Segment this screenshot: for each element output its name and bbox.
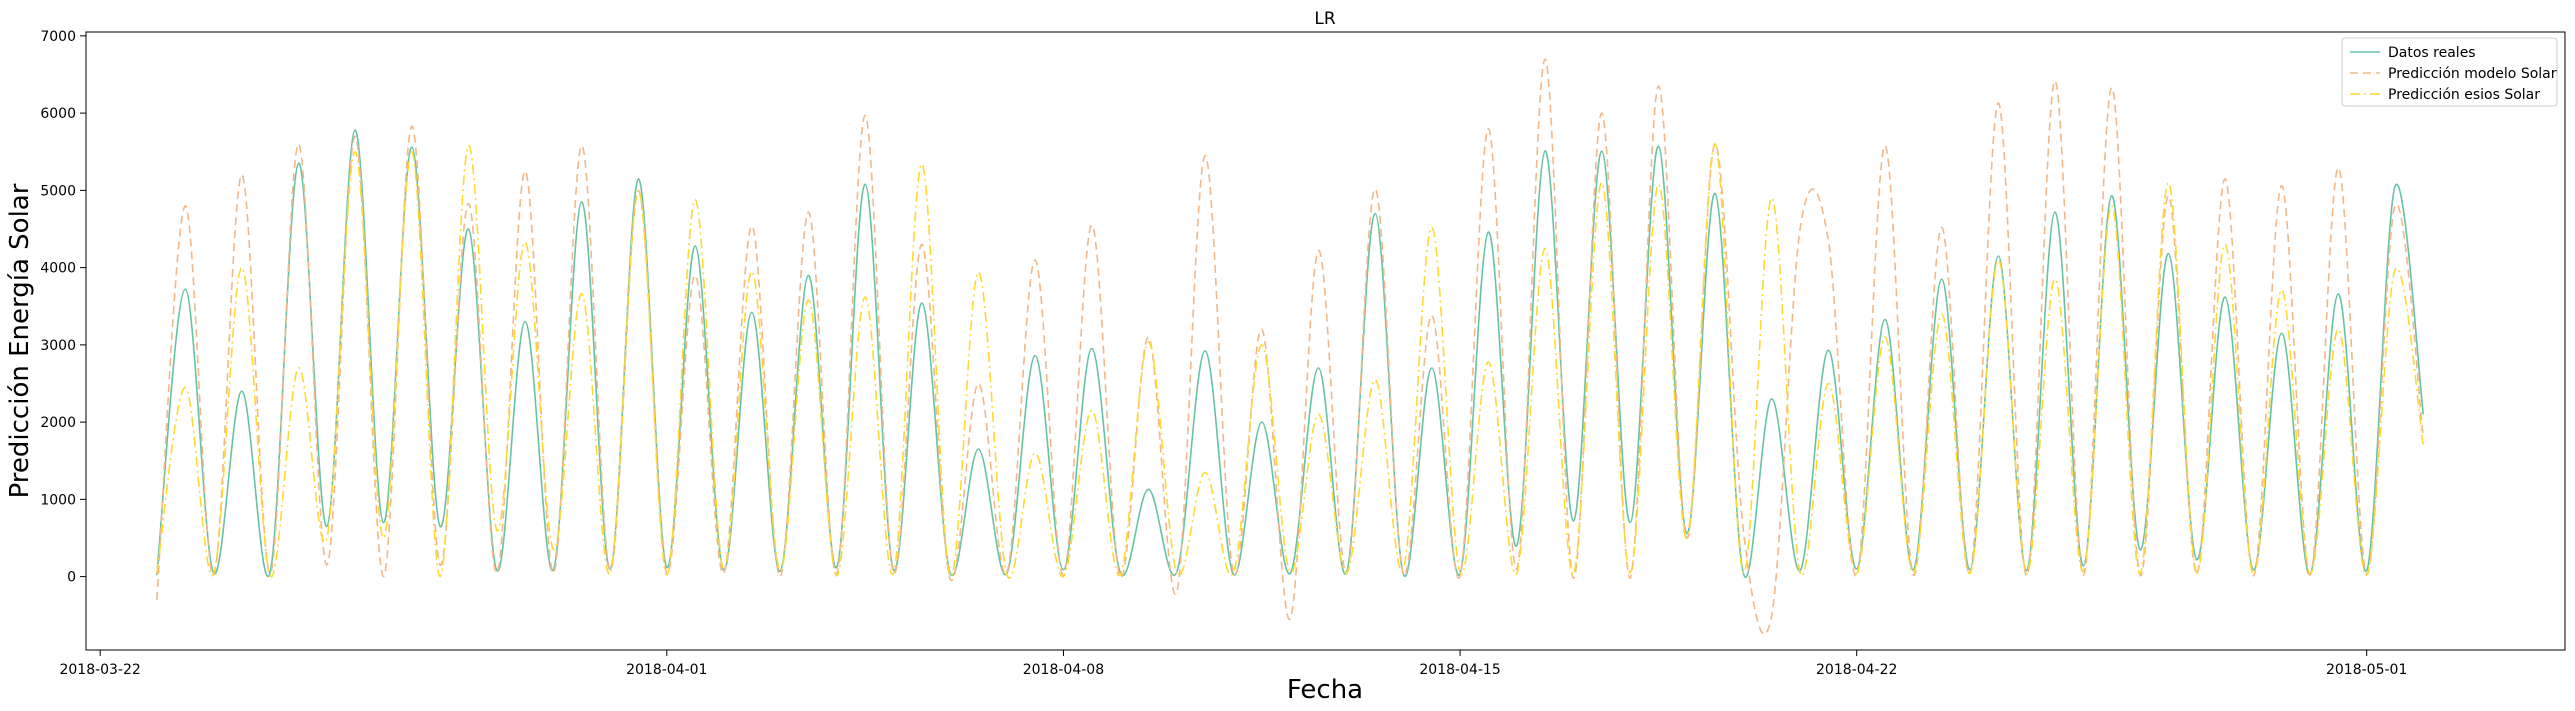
y-tick-label: 4000 [40, 261, 76, 277]
chart-title: LR [1314, 9, 1335, 29]
x-axis-ticks: 2018-03-22 2018-04-01 2018-04-08 2018-04-15… [59, 650, 2407, 678]
y-axis-title: Predicción Energía Solar [5, 183, 35, 498]
legend-label: Datos reales [2388, 45, 2476, 61]
y-axis-ticks: 0 1000 2000 3000 4000 5000 6000 7000 [40, 29, 86, 586]
y-tick-label: 5000 [40, 183, 76, 199]
x-tick-label: 2018-04-15 [1419, 662, 1500, 678]
plot-area [85, 31, 2566, 651]
legend-label: Predicción modelo Solar [2388, 66, 2557, 82]
x-tick-label: 2018-03-22 [59, 662, 140, 678]
x-tick-label: 2018-04-01 [626, 662, 707, 678]
x-tick-label: 2018-04-22 [1816, 662, 1897, 678]
y-tick-label: 7000 [40, 29, 76, 45]
y-tick-label: 3000 [40, 338, 76, 354]
y-tick-label: 6000 [40, 106, 76, 122]
x-tick-label: 2018-05-01 [2326, 662, 2407, 678]
y-tick-label: 0 [67, 570, 76, 586]
legend-box [2341, 37, 2558, 107]
series-line-3 [156, 143, 2425, 579]
x-axis-title: Fecha [1287, 675, 1363, 705]
series-lines [156, 58, 2425, 635]
series-line-1 [156, 129, 2425, 578]
x-tick-label: 2018-04-08 [1023, 662, 1104, 678]
y-tick-label: 2000 [40, 415, 76, 431]
legend-label: Predicción esios Solar [2388, 87, 2540, 103]
y-tick-label: 1000 [40, 492, 76, 508]
series-line-2 [156, 58, 2425, 635]
legend: Datos reales Predicción modelo Solar Predi… [2341, 37, 2558, 107]
